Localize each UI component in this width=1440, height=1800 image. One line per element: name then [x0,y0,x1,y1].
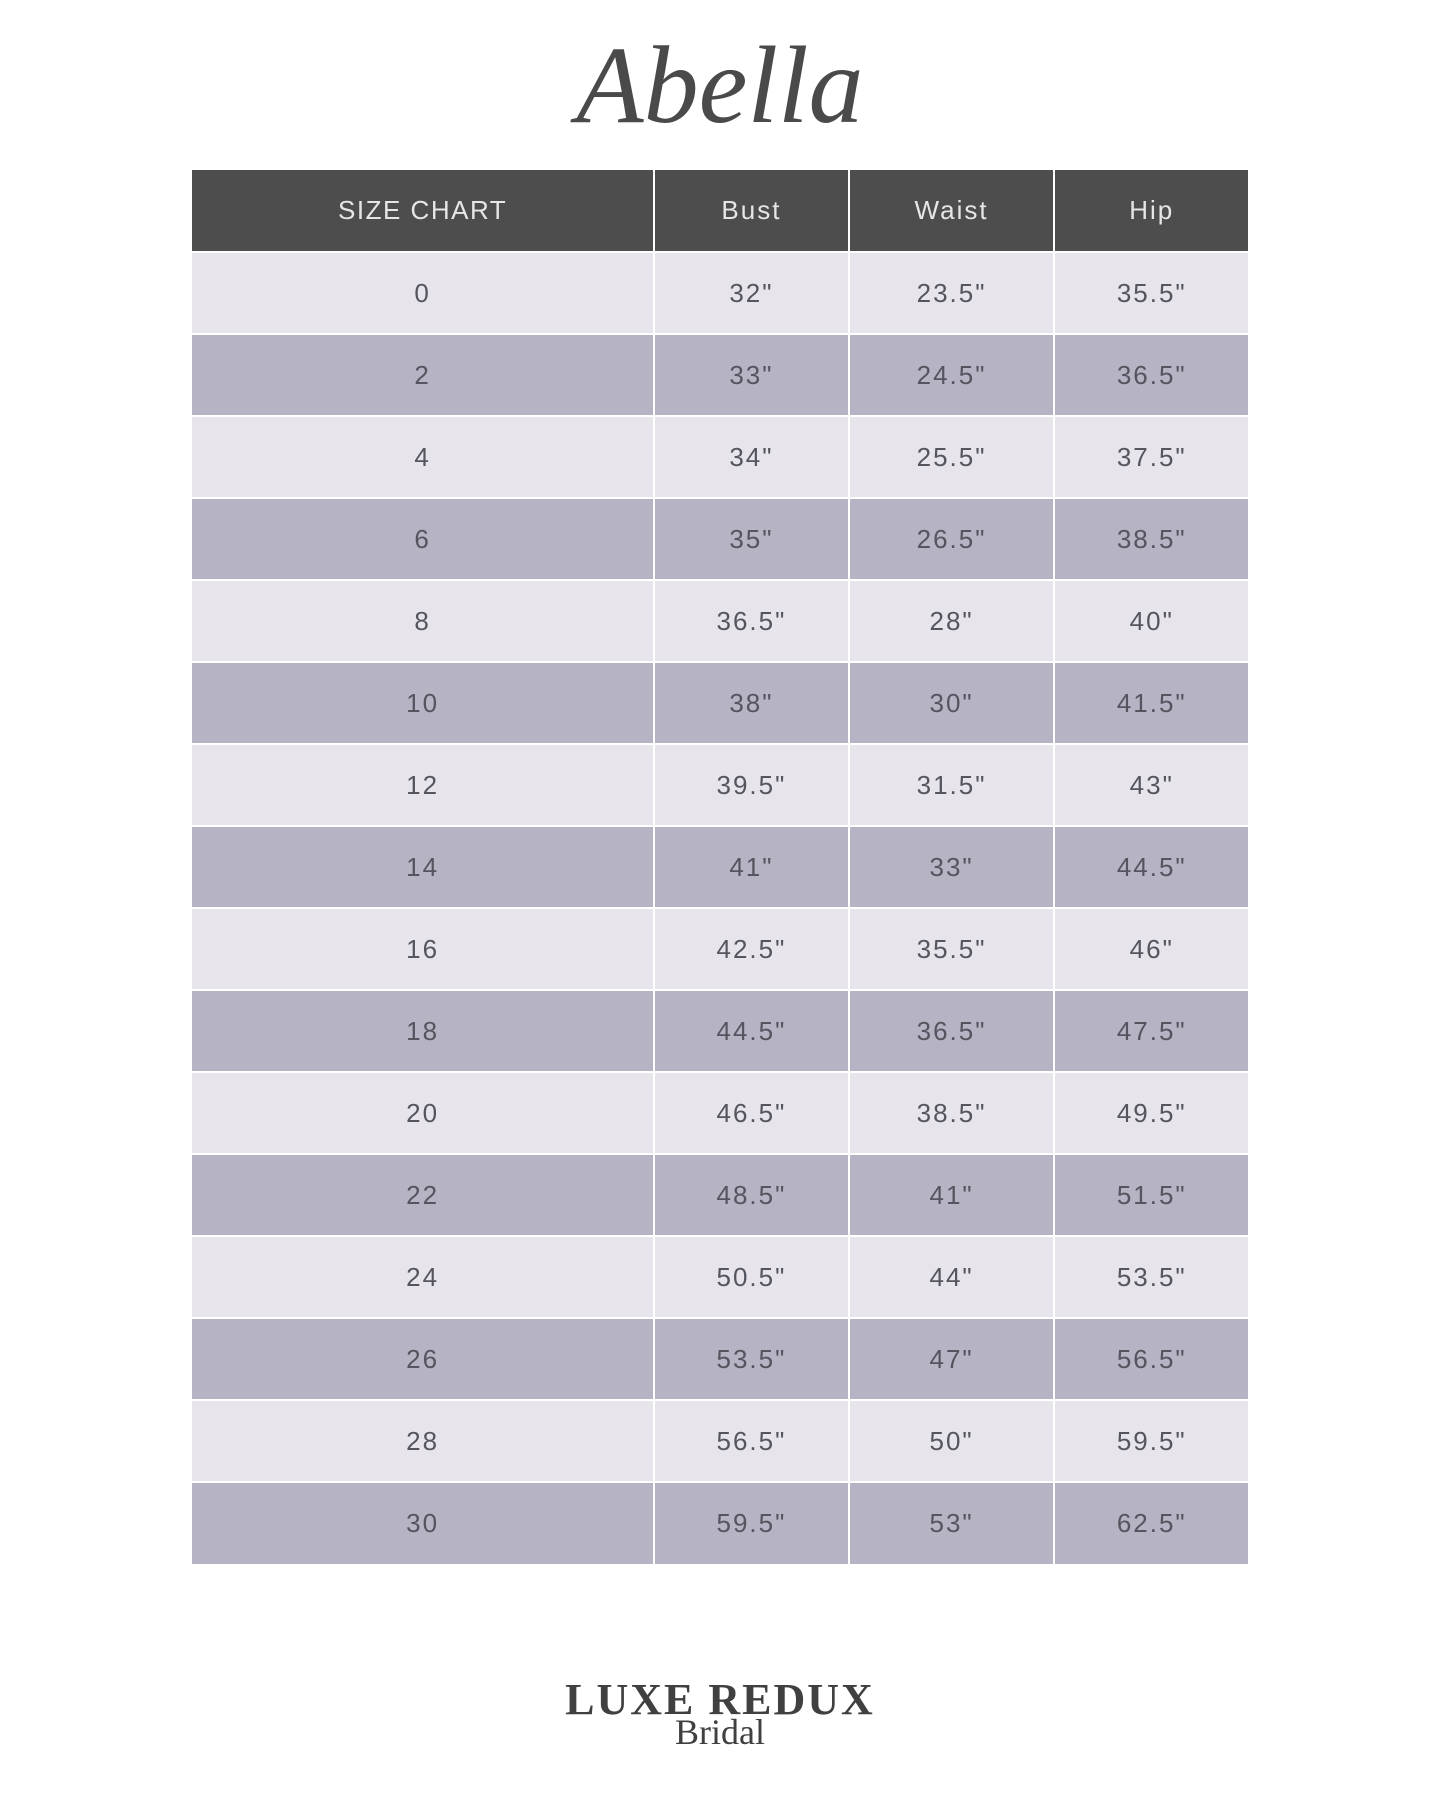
footer-logo-script: Bridal [675,1711,765,1753]
col-header-hip: Hip [1054,170,1249,252]
cell-bust: 48.5" [654,1154,848,1236]
cell-hip: 41.5" [1054,662,1249,744]
cell-bust: 53.5" [654,1318,848,1400]
cell-hip: 62.5" [1054,1482,1249,1564]
table-row: 2248.5"41"51.5" [191,1154,1249,1236]
table-row: 2856.5"50"59.5" [191,1400,1249,1482]
cell-hip: 36.5" [1054,334,1249,416]
cell-size: 4 [191,416,654,498]
cell-bust: 32" [654,252,848,334]
cell-size: 16 [191,908,654,990]
table-row: 2046.5"38.5"49.5" [191,1072,1249,1154]
cell-size: 26 [191,1318,654,1400]
table-row: 032"23.5"35.5" [191,252,1249,334]
cell-hip: 38.5" [1054,498,1249,580]
cell-hip: 56.5" [1054,1318,1249,1400]
cell-hip: 46" [1054,908,1249,990]
cell-waist: 23.5" [849,252,1055,334]
cell-bust: 44.5" [654,990,848,1072]
cell-waist: 35.5" [849,908,1055,990]
cell-bust: 59.5" [654,1482,848,1564]
table-row: 1642.5"35.5"46" [191,908,1249,990]
cell-size: 14 [191,826,654,908]
cell-waist: 31.5" [849,744,1055,826]
cell-waist: 26.5" [849,498,1055,580]
cell-bust: 50.5" [654,1236,848,1318]
cell-bust: 41" [654,826,848,908]
brand-title: Abella [576,10,863,160]
cell-size: 12 [191,744,654,826]
cell-waist: 50" [849,1400,1055,1482]
cell-hip: 35.5" [1054,252,1249,334]
cell-size: 30 [191,1482,654,1564]
table-row: 1038"30"41.5" [191,662,1249,744]
cell-bust: 36.5" [654,580,848,662]
cell-waist: 28" [849,580,1055,662]
col-header-size: SIZE CHART [191,170,654,252]
table-row: 1441"33"44.5" [191,826,1249,908]
size-chart-table: SIZE CHART Bust Waist Hip 032"23.5"35.5"… [190,170,1250,1564]
table-row: 1844.5"36.5"47.5" [191,990,1249,1072]
cell-bust: 39.5" [654,744,848,826]
cell-waist: 25.5" [849,416,1055,498]
cell-waist: 41" [849,1154,1055,1236]
cell-hip: 37.5" [1054,416,1249,498]
cell-bust: 35" [654,498,848,580]
cell-size: 2 [191,334,654,416]
cell-size: 20 [191,1072,654,1154]
table-header-row: SIZE CHART Bust Waist Hip [191,170,1249,252]
cell-bust: 33" [654,334,848,416]
cell-size: 24 [191,1236,654,1318]
table-row: 434"25.5"37.5" [191,416,1249,498]
table-row: 2450.5"44"53.5" [191,1236,1249,1318]
cell-hip: 47.5" [1054,990,1249,1072]
cell-waist: 36.5" [849,990,1055,1072]
table-row: 2653.5"47"56.5" [191,1318,1249,1400]
cell-bust: 38" [654,662,848,744]
table-row: 3059.5"53"62.5" [191,1482,1249,1564]
cell-size: 22 [191,1154,654,1236]
cell-bust: 42.5" [654,908,848,990]
cell-waist: 24.5" [849,334,1055,416]
cell-size: 0 [191,252,654,334]
col-header-waist: Waist [849,170,1055,252]
cell-bust: 46.5" [654,1072,848,1154]
cell-hip: 43" [1054,744,1249,826]
cell-size: 10 [191,662,654,744]
cell-waist: 53" [849,1482,1055,1564]
cell-size: 8 [191,580,654,662]
cell-size: 28 [191,1400,654,1482]
cell-hip: 44.5" [1054,826,1249,908]
table-row: 233"24.5"36.5" [191,334,1249,416]
cell-waist: 47" [849,1318,1055,1400]
col-header-bust: Bust [654,170,848,252]
cell-waist: 30" [849,662,1055,744]
table-row: 836.5"28"40" [191,580,1249,662]
table-row: 1239.5"31.5"43" [191,744,1249,826]
cell-bust: 56.5" [654,1400,848,1482]
footer-logo: LUXE REDUX Bridal [520,1674,920,1767]
cell-size: 18 [191,990,654,1072]
cell-bust: 34" [654,416,848,498]
cell-hip: 49.5" [1054,1072,1249,1154]
cell-hip: 59.5" [1054,1400,1249,1482]
cell-waist: 44" [849,1236,1055,1318]
cell-hip: 53.5" [1054,1236,1249,1318]
cell-size: 6 [191,498,654,580]
cell-waist: 33" [849,826,1055,908]
cell-hip: 40" [1054,580,1249,662]
cell-hip: 51.5" [1054,1154,1249,1236]
cell-waist: 38.5" [849,1072,1055,1154]
table-row: 635"26.5"38.5" [191,498,1249,580]
